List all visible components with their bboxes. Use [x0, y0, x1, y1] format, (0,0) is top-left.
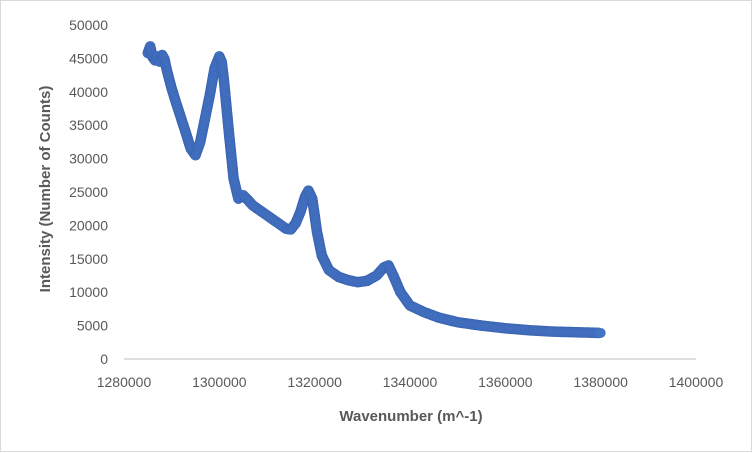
x-tick-label: 1380000 [573, 374, 628, 390]
y-tick-label: 30000 [69, 151, 108, 167]
x-tick-label: 1320000 [287, 374, 342, 390]
y-tick-label: 5000 [77, 318, 108, 334]
x-tick-label: 1360000 [478, 374, 533, 390]
y-tick-label: 25000 [69, 184, 108, 200]
x-tick-label: 1300000 [192, 374, 247, 390]
y-tick-label: 10000 [69, 284, 108, 300]
x-axis-title: Wavenumber (m^-1) [339, 408, 482, 425]
y-tick-label: 0 [100, 351, 108, 367]
y-tick-label: 20000 [69, 217, 108, 233]
x-tick-label: 1340000 [383, 374, 438, 390]
series-points [142, 41, 606, 339]
x-tick-label: 1280000 [97, 374, 152, 390]
y-axis-title: Intensity (Number of Counts) [37, 86, 54, 293]
y-tick-label: 40000 [69, 84, 108, 100]
tick-labels: 1280000 1300000 1320000 1340000 1360000 13800… [69, 17, 723, 390]
y-tick-label: 45000 [69, 50, 108, 66]
y-tick-label: 50000 [69, 17, 108, 33]
y-tick-label: 15000 [69, 251, 108, 267]
y-tick-label: 35000 [69, 117, 108, 133]
data-point [595, 327, 606, 338]
x-tick-label: 1400000 [669, 374, 724, 390]
